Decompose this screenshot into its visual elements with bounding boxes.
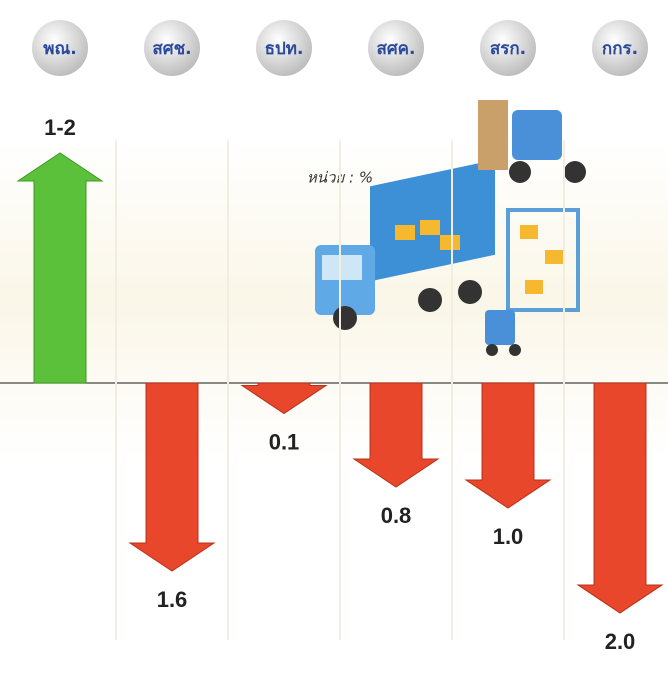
category-label: กกร. xyxy=(602,39,638,59)
value-label: 1-2 xyxy=(44,115,76,140)
category-label: สรก. xyxy=(490,39,526,59)
category-label: สศค. xyxy=(377,39,416,59)
category-label: ธปท. xyxy=(265,39,304,59)
category-label: พณ. xyxy=(43,39,76,59)
value-label: 0.8 xyxy=(381,503,412,528)
category-label: สศช. xyxy=(152,39,191,59)
value-label: 0.1 xyxy=(269,429,300,454)
value-label: 1.6 xyxy=(157,587,188,612)
value-label: 1.0 xyxy=(493,524,524,549)
chart: หน่วย : % พณ.สศช.ธปท.สศค.สรก.กกร.1-21.60… xyxy=(0,0,668,696)
value-label: 2.0 xyxy=(605,629,636,654)
